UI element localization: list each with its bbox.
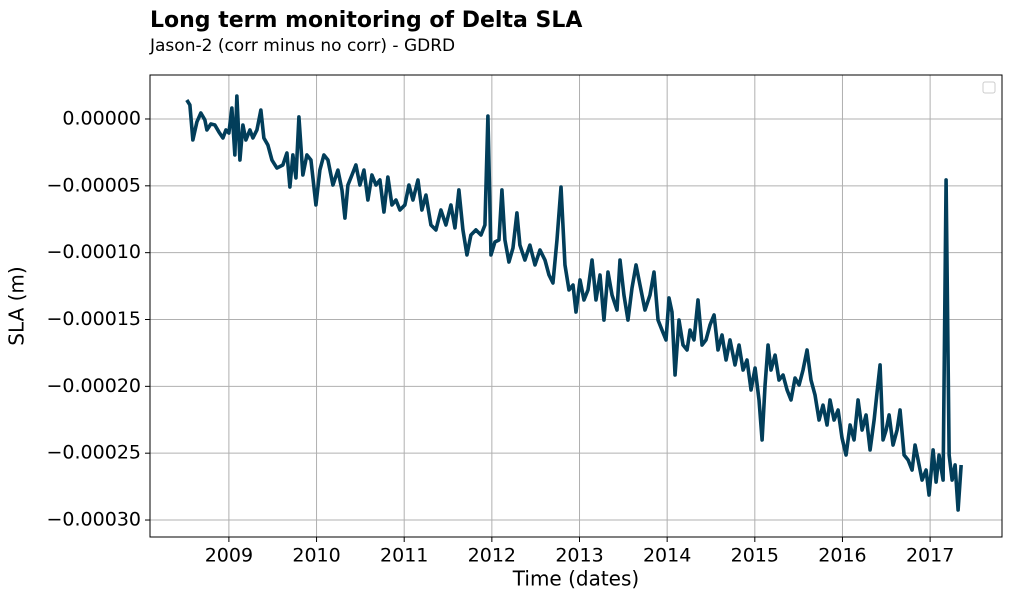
- chart-title: Long term monitoring of Delta SLA: [150, 8, 582, 33]
- plot-frame: [149, 74, 1003, 538]
- y-tick-label: −0.00030: [47, 509, 142, 531]
- y-tick-label: 0.00000: [62, 107, 141, 129]
- x-tick-label: 2009: [205, 545, 253, 567]
- y-tick-label: −0.00015: [47, 308, 142, 330]
- x-tick-label: 2014: [643, 545, 691, 567]
- y-tick-label: −0.00010: [47, 241, 142, 263]
- x-tick-label: 2015: [731, 545, 779, 567]
- data-line: [185, 94, 963, 512]
- x-tick-label: 2013: [555, 545, 603, 567]
- x-tick-label: 2016: [818, 545, 866, 567]
- y-tick-label: −0.00005: [47, 174, 142, 196]
- x-tick-label: 2012: [468, 545, 516, 567]
- x-tick-label: 2010: [292, 545, 340, 567]
- y-tick-label: −0.00025: [47, 442, 142, 464]
- legend-box: [982, 81, 996, 94]
- x-tick-label: 2011: [380, 545, 428, 567]
- y-tick-label: −0.00020: [47, 375, 142, 397]
- x-axis-label: Time (dates): [512, 567, 639, 591]
- y-axis-label: SLA (m): [5, 266, 29, 345]
- chart-subtitle: Jason-2 (corr minus no corr) - GDRD: [149, 36, 455, 56]
- x-tick-label: 2017: [906, 545, 954, 567]
